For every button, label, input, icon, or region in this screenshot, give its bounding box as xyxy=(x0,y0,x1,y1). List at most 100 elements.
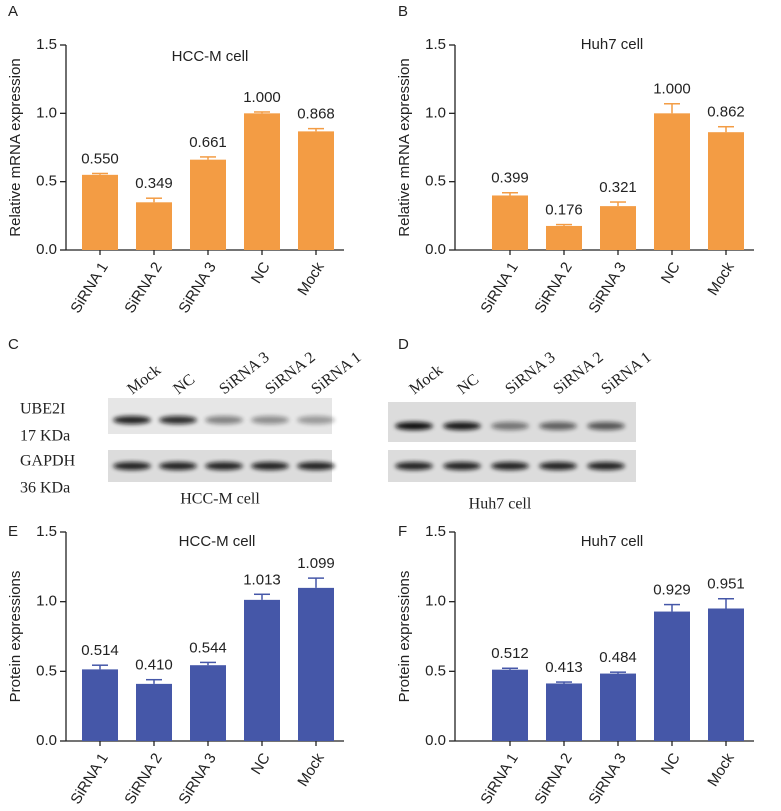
protein-label: UBE2I xyxy=(20,401,65,418)
bar xyxy=(708,132,744,250)
bar xyxy=(298,587,334,741)
x-tick-label: SiRNA 2 xyxy=(531,259,575,316)
x-tick-label: Mock xyxy=(704,750,738,790)
blot-band xyxy=(159,462,197,470)
value-label: 0.929 xyxy=(653,582,691,599)
value-label: 0.862 xyxy=(707,104,745,121)
y-tick-label: 0.0 xyxy=(425,732,446,749)
bar xyxy=(708,608,744,741)
y-axis-title: Relative mRNA expression xyxy=(7,58,24,236)
x-tick-label: NC xyxy=(658,750,684,778)
blot-band xyxy=(113,416,151,424)
y-axis-title: Protein expressions xyxy=(396,571,413,703)
value-label: 0.410 xyxy=(135,657,173,674)
y-axis-title: Relative mRNA expression xyxy=(396,58,413,236)
y-tick-label: 0.0 xyxy=(425,241,446,258)
blot-band xyxy=(395,422,433,430)
bar xyxy=(546,683,582,741)
y-tick-label: 1.5 xyxy=(36,36,57,53)
y-tick-label: 1.0 xyxy=(425,593,446,610)
value-label: 0.176 xyxy=(545,202,583,219)
bar xyxy=(298,131,334,250)
value-label: 0.399 xyxy=(491,170,529,187)
y-tick-label: 0.5 xyxy=(36,173,57,190)
bar xyxy=(546,225,582,250)
blot-band xyxy=(297,416,335,424)
panel-letter: E xyxy=(8,523,18,540)
chart-title: HCC-M cell xyxy=(179,533,256,550)
y-tick-label: 0.0 xyxy=(36,241,57,258)
lane-label: SiRNA 2 xyxy=(262,349,318,398)
y-tick-label: 1.5 xyxy=(425,36,446,53)
size-label: 17 KDa xyxy=(20,428,70,445)
blot-band xyxy=(539,462,577,470)
y-tick-label: 1.5 xyxy=(36,523,57,540)
lane-label: SiRNA 3 xyxy=(502,349,558,398)
blot-band xyxy=(297,462,335,470)
x-tick-label: Mock xyxy=(294,750,328,790)
value-label: 1.099 xyxy=(297,555,335,572)
chart-title: Huh7 cell xyxy=(581,533,644,550)
lane-label: SiRNA 3 xyxy=(216,349,272,398)
value-label: 0.484 xyxy=(599,649,637,666)
x-tick-label: SiRNA 1 xyxy=(67,259,111,316)
x-tick-label: SiRNA 2 xyxy=(531,750,575,807)
panel-letter: C xyxy=(8,336,19,353)
bar xyxy=(190,159,226,250)
x-tick-label: SiRNA 3 xyxy=(585,259,629,316)
value-label: 0.544 xyxy=(189,639,227,656)
blot-band xyxy=(491,422,529,430)
x-tick-label: SiRNA 2 xyxy=(121,259,165,316)
blot-membrane xyxy=(108,398,332,434)
value-label: 0.349 xyxy=(135,175,173,192)
value-label: 0.413 xyxy=(545,659,583,676)
panel-letter: A xyxy=(8,3,18,20)
bar xyxy=(654,113,690,250)
bar xyxy=(600,206,636,250)
blot-band xyxy=(539,422,577,430)
blot-band xyxy=(395,462,433,470)
value-label: 0.951 xyxy=(707,576,745,593)
value-label: 0.868 xyxy=(297,106,335,123)
bar xyxy=(492,195,528,250)
lane-label: Mock xyxy=(406,362,446,398)
bar xyxy=(82,669,118,741)
value-label: 1.000 xyxy=(243,89,281,106)
bar xyxy=(190,665,226,741)
bar xyxy=(244,113,280,250)
x-tick-label: NC xyxy=(248,259,274,287)
x-tick-label: SiRNA 2 xyxy=(121,750,165,807)
size-label: 36 KDa xyxy=(20,480,70,497)
blot-band xyxy=(205,462,243,470)
blot-band xyxy=(587,462,625,470)
value-label: 1.000 xyxy=(653,81,691,98)
y-tick-label: 0.0 xyxy=(36,732,57,749)
value-label: 0.514 xyxy=(81,642,119,659)
x-tick-label: SiRNA 1 xyxy=(67,750,111,807)
y-tick-label: 0.5 xyxy=(425,662,446,679)
value-label: 0.550 xyxy=(81,150,119,167)
y-tick-label: 1.0 xyxy=(425,104,446,121)
panel-letter: B xyxy=(398,3,408,20)
protein-label: GAPDH xyxy=(20,453,76,470)
value-label: 1.013 xyxy=(243,571,281,588)
x-tick-label: SiRNA 3 xyxy=(585,750,629,807)
y-tick-label: 0.5 xyxy=(425,173,446,190)
blot-band xyxy=(113,462,151,470)
lane-label: SiRNA 2 xyxy=(550,349,606,398)
blot-band xyxy=(443,422,481,430)
value-label: 0.661 xyxy=(189,134,227,151)
lane-label: Mock xyxy=(124,362,164,398)
bar xyxy=(136,202,172,250)
blot-caption: Huh7 cell xyxy=(469,496,532,513)
value-label: 0.512 xyxy=(491,645,529,662)
x-tick-label: SiRNA 1 xyxy=(477,750,521,807)
blot-band xyxy=(159,416,197,424)
x-tick-label: NC xyxy=(658,259,684,287)
value-label: 0.321 xyxy=(599,179,637,196)
x-tick-label: SiRNA 3 xyxy=(175,750,219,807)
x-tick-label: Mock xyxy=(294,259,328,299)
bar xyxy=(244,599,280,741)
lane-label: NC xyxy=(454,371,482,398)
panel-letter: F xyxy=(398,523,407,540)
